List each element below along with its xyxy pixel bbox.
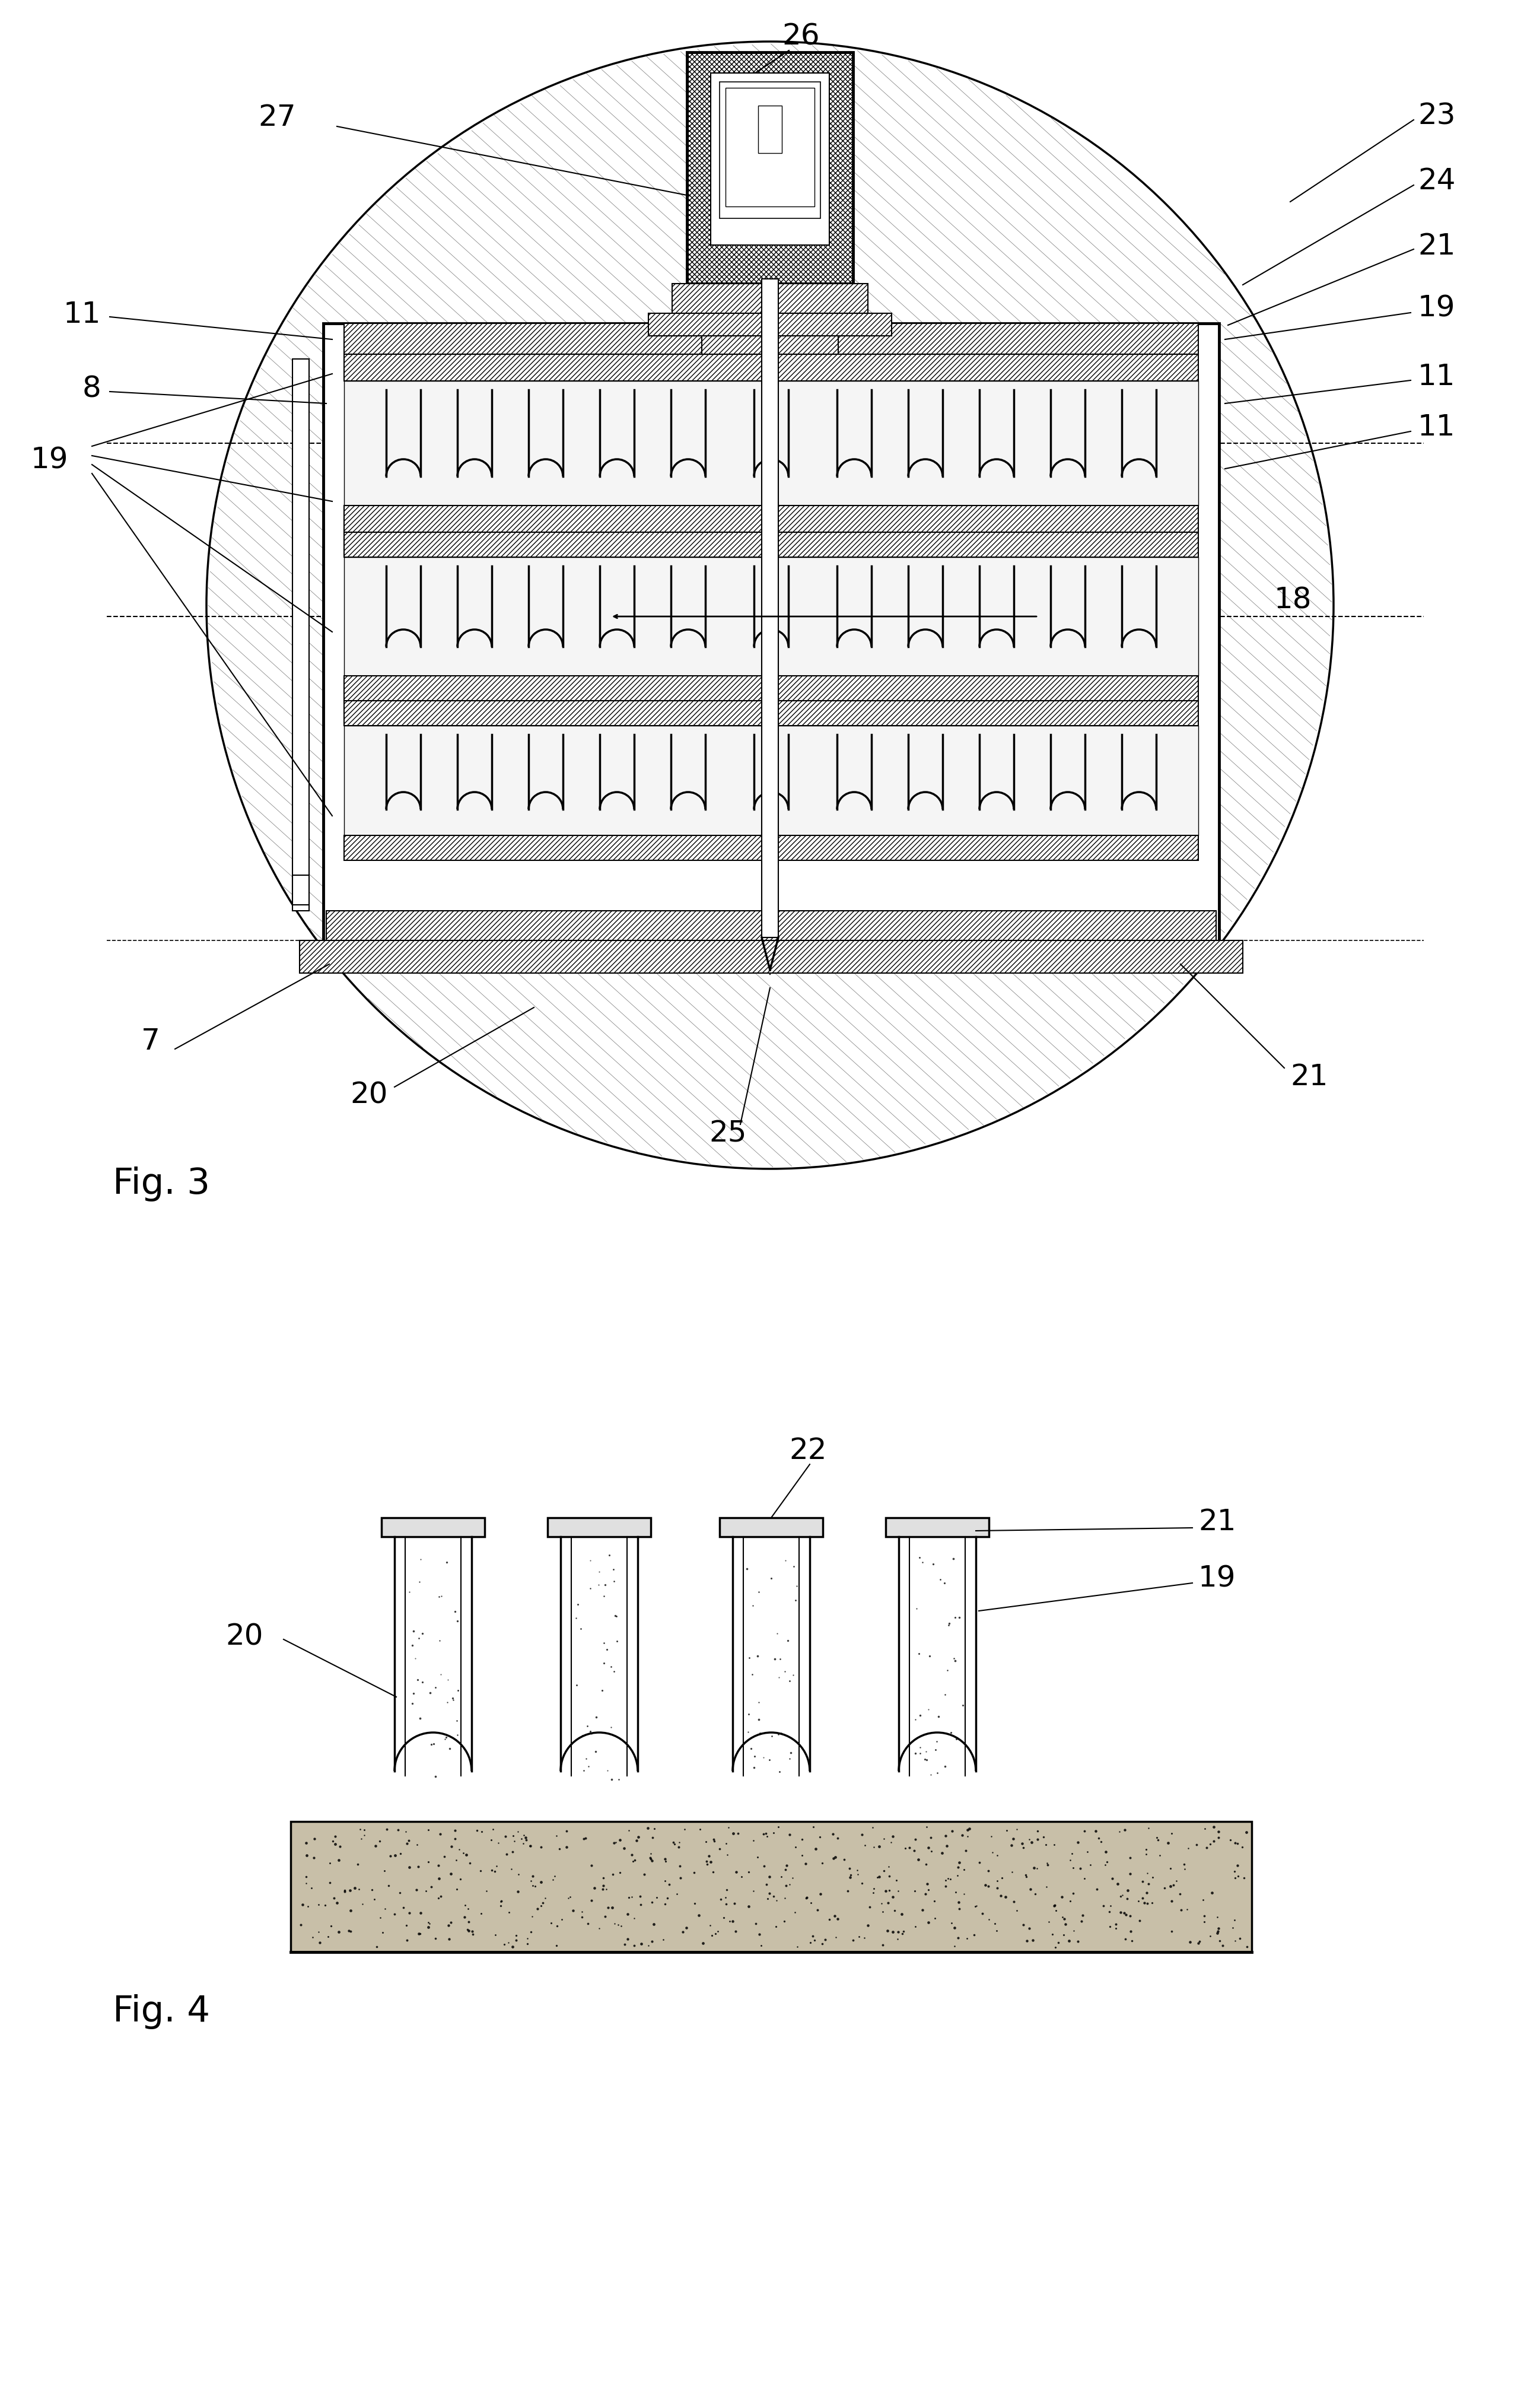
Text: 11: 11: [63, 300, 100, 329]
Bar: [548, 1517, 651, 1536]
Text: 20: 20: [350, 1080, 388, 1109]
Bar: [293, 360, 310, 910]
Text: 8: 8: [82, 374, 100, 403]
Text: 21: 21: [1291, 1063, 1327, 1092]
Bar: [719, 82, 821, 218]
Bar: [885, 1517, 989, 1536]
Text: 21: 21: [1198, 1507, 1237, 1536]
Bar: [722, 298, 818, 324]
Text: 25: 25: [708, 1118, 747, 1147]
Bar: [725, 89, 815, 206]
Bar: [343, 355, 1198, 382]
Text: 22: 22: [788, 1438, 827, 1464]
Bar: [671, 283, 869, 314]
Bar: [343, 506, 1198, 533]
Bar: [648, 314, 892, 336]
Bar: [343, 533, 1198, 557]
Text: 26: 26: [782, 22, 819, 50]
Text: 7: 7: [142, 1027, 160, 1056]
Bar: [343, 701, 1198, 725]
Bar: [291, 1822, 1252, 1951]
Text: 19: 19: [31, 446, 68, 475]
Text: 27: 27: [259, 103, 296, 132]
Text: 20: 20: [225, 1622, 263, 1651]
Text: 21: 21: [1418, 233, 1455, 262]
Bar: [343, 382, 1198, 506]
Text: 19: 19: [1198, 1565, 1237, 1594]
Bar: [343, 835, 1198, 859]
Bar: [687, 53, 853, 283]
Bar: [326, 910, 1217, 946]
Text: Fig. 4: Fig. 4: [112, 1994, 209, 2028]
Bar: [382, 1517, 485, 1536]
Text: 11: 11: [1418, 413, 1455, 442]
Bar: [300, 941, 1243, 972]
Text: 19: 19: [1418, 295, 1455, 322]
Text: 18: 18: [1274, 586, 1312, 614]
Bar: [758, 106, 782, 154]
Bar: [323, 324, 1220, 946]
Bar: [687, 53, 853, 283]
Bar: [343, 725, 1198, 835]
Bar: [343, 677, 1198, 701]
Circle shape: [206, 41, 1334, 1169]
Bar: [762, 278, 778, 938]
Bar: [719, 1517, 822, 1536]
Text: 11: 11: [1418, 362, 1455, 391]
Bar: [702, 324, 838, 355]
Bar: [343, 324, 1198, 355]
Bar: [343, 557, 1198, 677]
Bar: [293, 876, 310, 905]
Text: 23: 23: [1418, 101, 1455, 130]
Bar: [710, 72, 830, 245]
Text: Fig. 3: Fig. 3: [112, 1166, 209, 1200]
Text: 24: 24: [1418, 166, 1455, 194]
